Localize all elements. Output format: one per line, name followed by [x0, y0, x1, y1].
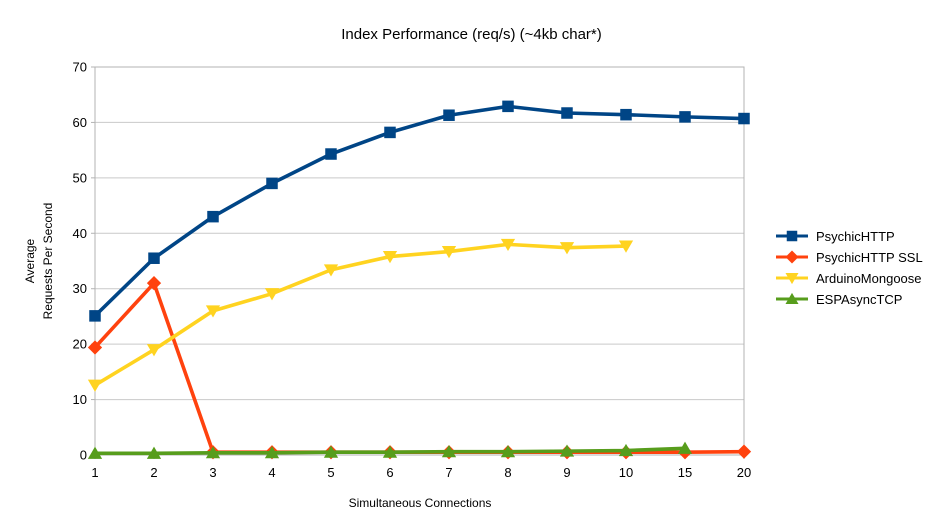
series-point-ArduinoMongoose-x6	[382, 251, 398, 264]
chart-title: Index Performance (req/s) (~4kb char*)	[341, 26, 602, 43]
x-tick-label-8: 8	[504, 465, 511, 480]
series-point-PsychicHTTP SSL-x2	[146, 276, 162, 291]
series-point-PsychicHTTP-x10	[620, 108, 632, 121]
series-point-PsychicHTTP-x7	[443, 109, 455, 121]
legend-marker-triangle-down-icon	[776, 272, 808, 285]
series-point-ArduinoMongoose-x3	[205, 305, 221, 318]
x-tick-label-20: 20	[737, 465, 751, 480]
x-tick-label-5: 5	[327, 465, 334, 480]
series-point-ESPAsyncTCP-x10	[618, 443, 634, 457]
series-point-ESPAsyncTCP-x9	[559, 444, 575, 457]
x-tick-label-9: 9	[563, 465, 570, 480]
series-point-PsychicHTTP SSL-x20	[736, 444, 752, 459]
series-point-PsychicHTTP-x8	[502, 100, 514, 113]
series-point-PsychicHTTP-x15	[679, 111, 691, 123]
x-axis-title: Simultaneous Connections	[348, 496, 492, 510]
y-tick-label-20: 20	[73, 337, 87, 352]
legend-label: PsychicHTTP	[816, 228, 895, 244]
legend-item-PsychicHTTP SSL: PsychicHTTP SSL	[775, 247, 940, 267]
x-tick-label-4: 4	[268, 465, 275, 480]
series-point-PsychicHTTP-x6	[384, 126, 396, 139]
legend-label: ESPAsyncTCP	[816, 291, 903, 307]
series-point-PsychicHTTP-x9	[561, 107, 573, 119]
series-point-PsychicHTTP-x4	[266, 177, 278, 190]
series-point-ArduinoMongoose-x7	[441, 246, 457, 259]
legend-marker-triangle-up-icon	[776, 292, 808, 305]
x-tick-label-15: 15	[678, 465, 692, 480]
legend-item-ArduinoMongoose: ArduinoMongoose	[775, 268, 940, 288]
legend-item-ESPAsyncTCP: ESPAsyncTCP	[775, 289, 940, 309]
series-point-ArduinoMongoose-x9	[559, 242, 575, 255]
legend: PsychicHTTP PsychicHTTP SSL ArduinoMongoos…	[775, 226, 940, 310]
series-point-ESPAsyncTCP-x2	[146, 446, 162, 459]
y-tick-label-40: 40	[73, 226, 87, 241]
series-point-PsychicHTTP-x2	[148, 252, 160, 264]
series-point-ArduinoMongoose-x10	[618, 240, 634, 253]
y-tick-label-50: 50	[73, 170, 87, 185]
x-tick-label-1: 1	[91, 465, 98, 480]
y-tick-label-70: 70	[73, 60, 87, 75]
series-point-ArduinoMongoose-x4	[264, 288, 280, 301]
series-point-ArduinoMongoose-x5	[323, 264, 339, 277]
series-line-PsychicHTTP	[93, 104, 745, 318]
series-point-PsychicHTTP-x20	[738, 112, 750, 125]
series-point-PsychicHTTP-x1	[89, 310, 101, 322]
series-line-PsychicHTTP SSL	[93, 281, 745, 455]
series-point-ESPAsyncTCP-x15	[677, 441, 693, 454]
series-point-ArduinoMongoose-x2	[146, 344, 162, 357]
series-point-ESPAsyncTCP-x7	[441, 445, 457, 458]
y-tick-label-10: 10	[73, 392, 87, 407]
y-tick-label-0: 0	[80, 448, 87, 463]
series-point-PsychicHTTP-x5	[325, 148, 337, 160]
x-tick-label-7: 7	[445, 465, 452, 480]
x-tick-label-6: 6	[386, 465, 393, 480]
y-tick-label-30: 30	[73, 281, 87, 296]
legend-label: PsychicHTTP SSL	[816, 249, 923, 265]
y-axis-title: Average Requests Per Second	[21, 203, 57, 320]
series-point-PsychicHTTP-x3	[207, 210, 219, 223]
series-point-ESPAsyncTCP-x1	[87, 446, 103, 459]
y-axis-title-line1: Average	[23, 238, 37, 284]
series-point-ESPAsyncTCP-x3	[205, 446, 221, 459]
x-tick-label-2: 2	[150, 465, 157, 480]
legend-marker-square-icon	[776, 230, 808, 242]
y-tick-label-60: 60	[73, 115, 87, 130]
series-line-ArduinoMongoose	[94, 242, 627, 387]
series-point-ESPAsyncTCP-x5	[323, 445, 339, 458]
x-tick-label-3: 3	[209, 465, 216, 480]
y-axis-title-line2: Requests Per Second	[41, 202, 55, 320]
series-point-ESPAsyncTCP-x8	[500, 445, 516, 458]
legend-item-PsychicHTTP: PsychicHTTP	[775, 226, 940, 246]
series-point-PsychicHTTP SSL-x1	[87, 340, 103, 355]
legend-marker-diamond-icon	[776, 250, 808, 264]
legend-label: ArduinoMongoose	[816, 270, 922, 286]
series-point-ESPAsyncTCP-x4	[264, 446, 280, 459]
series-point-ESPAsyncTCP-x6	[382, 445, 398, 458]
series-point-ArduinoMongoose-x8	[500, 238, 516, 252]
series-point-ArduinoMongoose-x1	[87, 379, 103, 392]
x-tick-label-10: 10	[619, 465, 633, 480]
plot-border	[94, 66, 745, 456]
